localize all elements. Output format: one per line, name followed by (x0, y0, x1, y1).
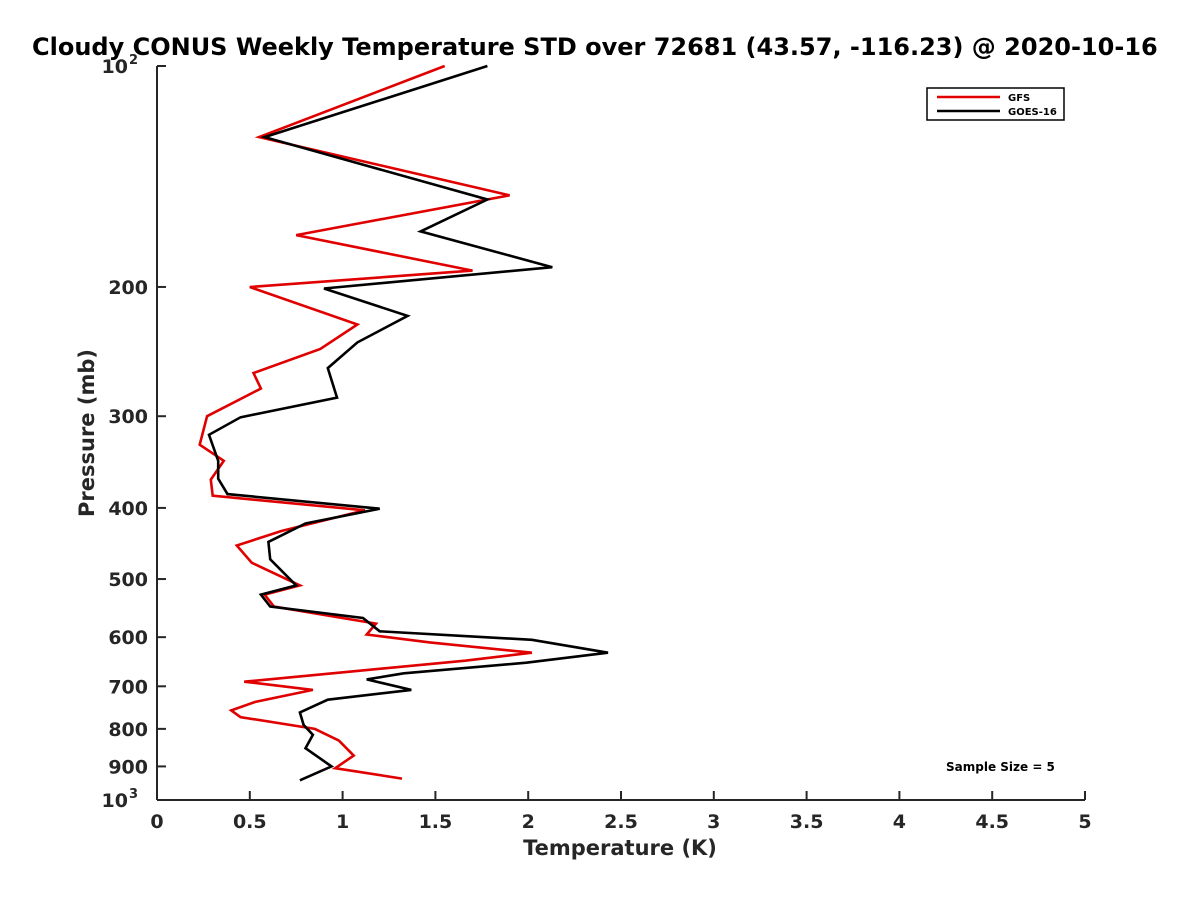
y-axis-label: Pressure (mb) (75, 349, 99, 517)
y-tick-label: 400 (108, 498, 148, 520)
y-tick-label: 500 (108, 569, 148, 591)
legend: GFS GOES-16 (926, 87, 1065, 121)
y-tick-label: 800 (108, 719, 148, 741)
y-tick-label: 700 (108, 676, 148, 698)
x-tick-label: 1.5 (419, 811, 453, 833)
x-tick-label: 1 (336, 811, 349, 833)
series-line-goes-16 (207, 64, 609, 782)
y-tick-label: 300 (108, 406, 148, 428)
y-tick-label: 10 (102, 56, 128, 78)
x-tick-label: 0 (150, 811, 163, 833)
series-line-gfs (198, 64, 533, 780)
plot-area (198, 64, 609, 782)
x-axis: 0 0.5 1 1.5 2 2.5 3 3.5 4 4.5 5 (150, 791, 1092, 833)
x-tick-label: 3 (707, 811, 720, 833)
y-tick-label: 200 (108, 277, 148, 299)
x-tick-label: 2 (522, 811, 535, 833)
x-tick-label: 2.5 (604, 811, 638, 833)
sample-size-annotation: Sample Size = 5 (946, 760, 1055, 774)
y-tick-label-exponent: 2 (129, 53, 138, 68)
x-axis-label: Temperature (K) (523, 836, 717, 860)
legend-label-gfs: GFS (1008, 93, 1030, 104)
y-tick-label-exponent: 3 (129, 787, 138, 802)
legend-label-goes-16: GOES-16 (1008, 107, 1057, 118)
legend-box (926, 87, 1065, 121)
y-tick-label: 600 (108, 627, 148, 649)
x-tick-label: 3.5 (790, 811, 824, 833)
x-tick-label: 5 (1078, 811, 1091, 833)
x-tick-label: 4 (893, 811, 906, 833)
x-tick-label: 0.5 (233, 811, 267, 833)
x-tick-label: 4.5 (975, 811, 1009, 833)
chart-title: Cloudy CONUS Weekly Temperature STD over… (32, 33, 1158, 61)
y-tick-label: 900 (108, 756, 148, 778)
y-tick-label: 10 (102, 790, 128, 812)
